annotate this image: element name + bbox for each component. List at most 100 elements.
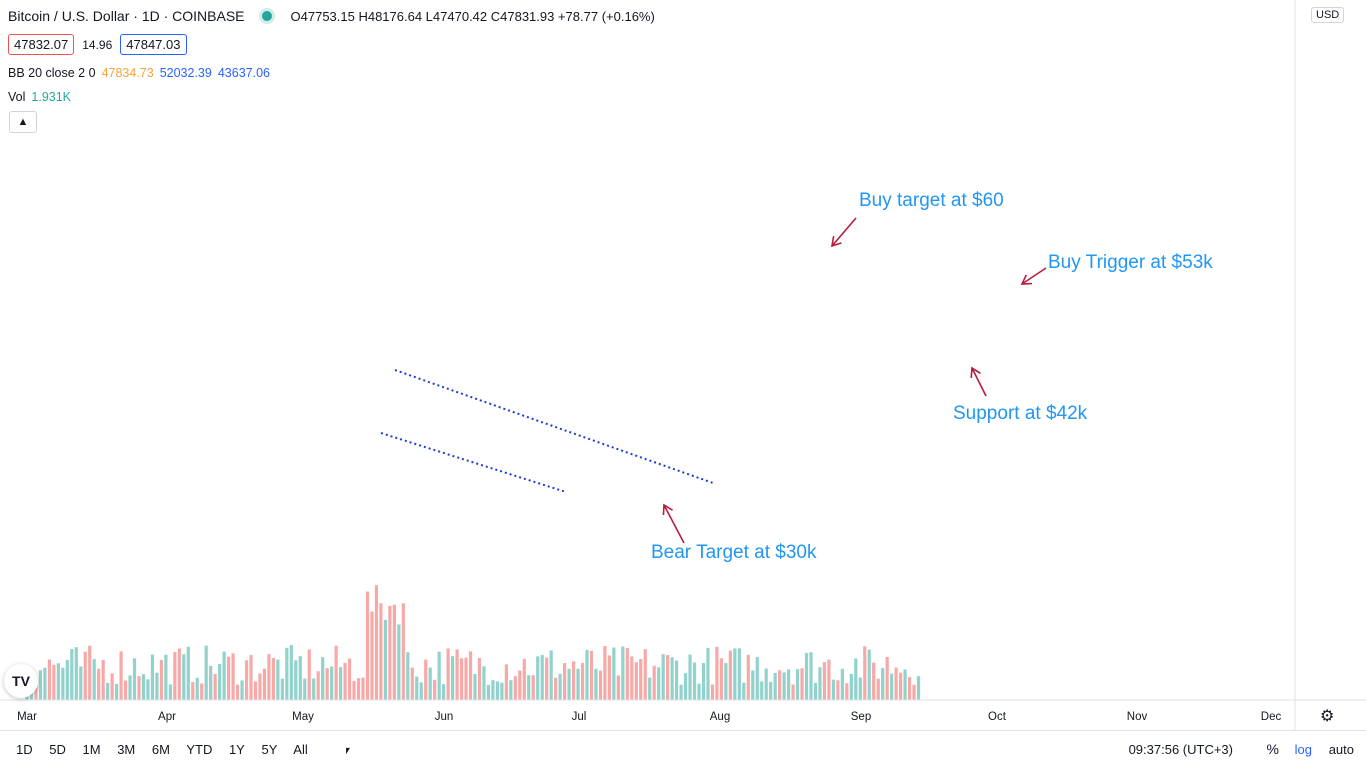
volume-bar — [383, 619, 387, 700]
bb-lower-value: 43637.06 — [217, 66, 270, 80]
volume-bar — [710, 684, 715, 700]
annotation-arrowhead — [970, 366, 981, 379]
volume-bar — [607, 655, 611, 700]
volume-bars — [25, 585, 921, 700]
volume-bar — [150, 654, 155, 700]
volume-bar — [782, 672, 786, 700]
x-tick-label: Dec — [1261, 711, 1282, 723]
volume-bar — [778, 670, 782, 700]
volume-bar — [218, 664, 222, 700]
volume-bar — [271, 657, 275, 700]
volume-bar — [500, 682, 504, 700]
bb-legend[interactable]: BB 20 close 2 0 47834.73 52032.39 43637.… — [8, 66, 270, 80]
vol-value: 1.931K — [31, 90, 72, 104]
volume-bar — [818, 667, 822, 700]
volume-bar — [545, 657, 549, 700]
tf-1d[interactable]: 1D — [16, 742, 33, 757]
volume-bar — [110, 673, 114, 700]
volume-bar — [65, 660, 69, 700]
volume-bar — [330, 666, 334, 700]
volume-bar — [518, 670, 522, 700]
volume-bar — [495, 681, 499, 700]
bottom-toolbar: 1D 5D 1M 3M 6M YTD 1Y 5Y All ⎖ 09:37:56 … — [0, 730, 1366, 769]
volume-bar — [800, 668, 804, 700]
volume-bar — [827, 659, 831, 700]
volume-bar — [773, 672, 777, 700]
volume-bar — [907, 677, 912, 700]
volume-bar — [433, 679, 437, 700]
log-toggle[interactable]: log — [1294, 742, 1312, 757]
x-tick-label: Apr — [158, 711, 176, 723]
volume-bar — [168, 684, 172, 700]
volume-bar — [231, 653, 235, 700]
tf-1y[interactable]: 1Y — [228, 742, 245, 757]
auto-toggle[interactable]: auto — [1328, 742, 1354, 757]
buy-price-button[interactable]: 47847.03 — [120, 34, 187, 55]
x-tick-label: Jul — [572, 711, 587, 723]
volume-bar — [424, 659, 428, 700]
annotation-arrow — [1021, 267, 1047, 285]
volume-bar — [379, 603, 383, 700]
volume-bar — [339, 667, 343, 700]
percent-toggle[interactable]: % — [1266, 741, 1279, 757]
lower-trendline — [380, 432, 567, 493]
volume-bar — [38, 670, 43, 700]
volume-bar — [603, 646, 607, 700]
volume-bar — [903, 669, 907, 700]
volume-bar — [159, 660, 163, 700]
volume-bar — [527, 675, 531, 700]
volume-bar — [191, 682, 195, 700]
collapse-legend-button[interactable]: ▲ — [9, 111, 37, 133]
volume-bar — [289, 645, 293, 700]
volume-legend[interactable]: Vol 1.931K — [8, 90, 71, 104]
volume-bar — [401, 603, 405, 700]
volume-bar — [679, 684, 683, 700]
tf-1m[interactable]: 1M — [82, 742, 101, 757]
volume-bar — [594, 668, 598, 700]
volume-bar — [639, 659, 643, 700]
volume-bar — [316, 671, 320, 700]
volume-bar — [52, 664, 56, 700]
bb-basis-value: 47834.73 — [101, 66, 154, 80]
volume-bar — [576, 668, 580, 700]
volume-bar — [706, 647, 710, 700]
tf-5y[interactable]: 5Y — [261, 742, 278, 757]
volume-bar — [240, 680, 244, 700]
volume-bar — [455, 649, 459, 700]
annotation-arrow — [663, 504, 685, 544]
volume-bar — [397, 624, 401, 700]
volume-bar — [554, 677, 558, 700]
volume-bar — [894, 667, 898, 700]
tf-6m[interactable]: 6M — [151, 742, 170, 757]
volume-bar — [491, 680, 495, 700]
volume-bar — [235, 684, 240, 700]
tf-ytd[interactable]: YTD — [186, 742, 213, 757]
volume-bar — [549, 650, 553, 700]
gear-icon[interactable]: ⚙ — [1320, 708, 1335, 725]
tradingview-logo-icon[interactable]: TV — [4, 664, 38, 698]
volume-bar — [128, 675, 132, 700]
tf-all[interactable]: All — [293, 742, 308, 757]
volume-bar — [173, 651, 177, 700]
tf-5d[interactable]: 5D — [49, 742, 66, 757]
volume-bar — [571, 661, 576, 700]
volume-bar — [854, 658, 858, 700]
volume-bar — [634, 662, 638, 700]
clock[interactable]: 09:37:56 (UTC+3) — [1128, 742, 1233, 757]
volume-bar — [630, 656, 634, 700]
volume-bar — [258, 673, 262, 700]
price-chart[interactable]: 58948.4053004.3242380.8629426.57BTCUSD47… — [0, 0, 1366, 730]
volume-bar — [795, 669, 800, 700]
sell-price-button[interactable]: 47832.07 — [8, 34, 75, 55]
volume-bar — [746, 654, 750, 700]
volume-bar — [787, 669, 791, 700]
volume-bar — [616, 675, 620, 700]
volume-bar — [836, 680, 840, 700]
volume-bar — [164, 654, 168, 700]
volume-bar — [276, 659, 280, 700]
compare-icon[interactable]: ⎖ — [342, 742, 353, 757]
symbol-title[interactable]: Bitcoin / U.S. Dollar · 1D · COINBASE — [8, 8, 245, 24]
volume-bar — [123, 680, 128, 700]
currency-button[interactable]: USD — [1311, 7, 1345, 23]
tf-3m[interactable]: 3M — [117, 742, 136, 757]
